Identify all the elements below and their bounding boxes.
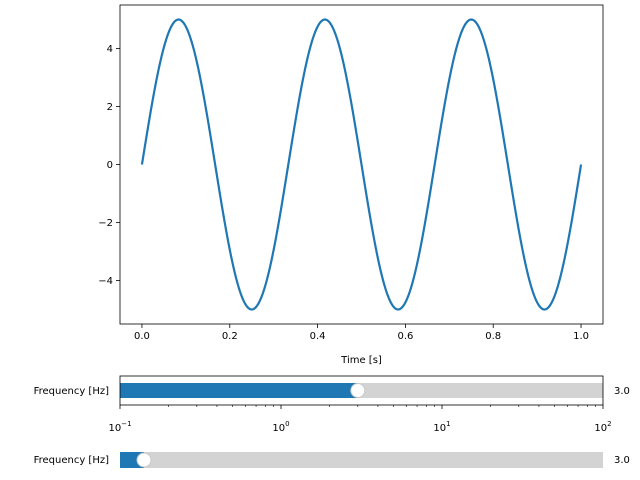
y-tick-label: 2 (107, 102, 113, 113)
tick-label-10-0: 100 (272, 420, 289, 434)
slider-tick-labels: 10−1 100 101 102 (108, 420, 611, 434)
y-tick-label: 4 (107, 44, 113, 55)
x-tick-label: 0.8 (485, 331, 501, 342)
y-tick-label: −4 (98, 276, 113, 287)
y-ticks: −4 −2 0 2 4 (98, 44, 120, 287)
series-line (140, 18, 583, 311)
y-tick-label: −2 (98, 218, 113, 229)
tick-label-10-2: 102 (594, 420, 611, 434)
y-tick-label: 0 (107, 160, 113, 171)
slider-label: Frequency [Hz] (34, 386, 110, 397)
line-layer (140, 18, 583, 311)
x-tick-label: 1.0 (573, 331, 589, 342)
slider-frame (119, 375, 604, 406)
slider-track[interactable] (120, 452, 603, 468)
frequency-slider-linear[interactable]: Frequency [Hz] 3.0 (34, 452, 630, 468)
x-axis-label: Time [s] (340, 355, 382, 366)
slider-log-ticks (119, 405, 604, 409)
slider-value: 3.0 (614, 386, 630, 397)
slider-label: Frequency [Hz] (34, 455, 110, 466)
slider-fill (120, 383, 358, 398)
tick-label-10-minus-1: 10−1 (108, 420, 131, 434)
x-tick-label: 0.0 (134, 331, 150, 342)
x-ticks: 0.0 0.2 0.4 0.6 0.8 1.0 (134, 324, 589, 342)
main-axes: 0.0 0.2 0.4 0.6 0.8 1.0 −4 −2 0 2 4 Time [s] (98, 4, 604, 366)
slider-value: 3.0 (614, 455, 630, 466)
frequency-slider-log[interactable]: Frequency [Hz] 3.0 10−1 100 101 102 (34, 375, 630, 434)
x-tick-label: 0.2 (222, 331, 238, 342)
tick-label-10-1: 101 (433, 420, 450, 434)
x-tick-label: 0.4 (310, 331, 326, 342)
slider-handle[interactable] (350, 383, 366, 398)
slider-handle[interactable] (136, 452, 152, 468)
x-tick-label: 0.6 (397, 331, 413, 342)
